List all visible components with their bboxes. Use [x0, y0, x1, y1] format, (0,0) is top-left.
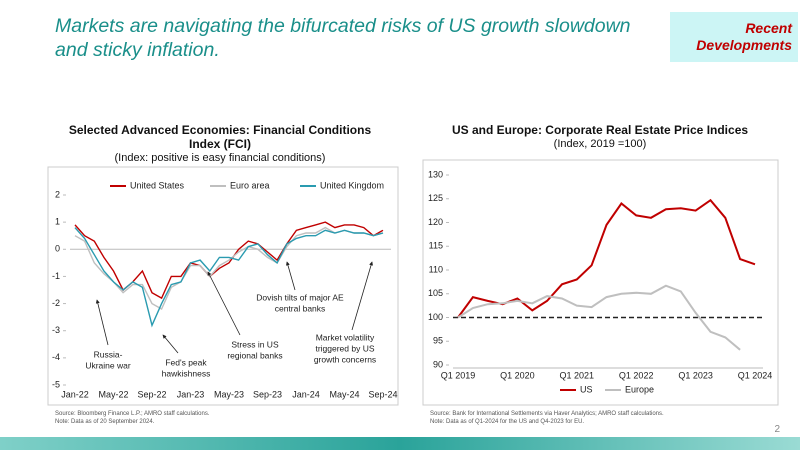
chart-heading: Selected Advanced Economies: Financial C…: [60, 123, 380, 165]
annotation: hawkishness: [162, 368, 211, 378]
x-tick-label: May-22: [98, 389, 128, 399]
y-tick-label: 105: [428, 288, 443, 298]
y-tick-label: 0: [55, 244, 60, 254]
annotation: Stress in US: [231, 339, 279, 349]
section-tag: Recent Developments: [670, 12, 798, 62]
y-tick-label: 1: [55, 217, 60, 227]
series-line: [74, 227, 384, 328]
y-tick-label: -5: [52, 379, 60, 389]
annotation: growth concerns: [314, 354, 376, 364]
annotation-arrow: [162, 334, 179, 354]
legend-label: United States: [130, 180, 185, 190]
x-tick-label: Q1 2019: [441, 370, 476, 380]
y-tick-label: -1: [52, 271, 60, 281]
annotation-arrow: [207, 271, 241, 336]
annotation: Russia-: [94, 349, 123, 359]
annotation: Ukraine war: [85, 360, 131, 370]
legend-label: Euro area: [230, 180, 270, 190]
chart-frame: [422, 159, 779, 406]
chart-title: US and Europe: Corporate Real Estate Pri…: [451, 123, 749, 137]
chart-source: Source: Bloomberg Finance L.P.; AMRO sta…: [55, 410, 210, 426]
x-tick-label: Jan-22: [61, 389, 89, 399]
annotation: central banks: [275, 303, 326, 313]
annotation-arrow: [285, 261, 296, 291]
annotation: Market volatility: [316, 332, 375, 342]
annotation: triggered by US: [315, 343, 374, 353]
x-tick-label: May-24: [329, 389, 359, 399]
x-tick-label: Q1 2023: [678, 370, 713, 380]
annotation-arrow: [351, 261, 373, 331]
annotation: regional banks: [227, 350, 282, 360]
x-tick-label: Jan-23: [177, 389, 205, 399]
source-text: Source: Bloomberg Finance L.P.; AMRO sta…: [55, 411, 210, 417]
x-tick-label: Q1 2024: [738, 370, 773, 380]
chart-subtitle: (Index: positive is easy financial condi…: [114, 152, 326, 164]
legend-label: United Kingdom: [320, 180, 384, 190]
slide-title: Markets are navigating the bifurcated ri…: [55, 15, 631, 61]
y-tick-label: -2: [52, 298, 60, 308]
x-tick-label: Jan-24: [292, 389, 320, 399]
series-line: [457, 284, 741, 351]
source-text: Source: Bank for International Settlemen…: [430, 411, 664, 417]
x-tick-label: Q1 2021: [560, 370, 595, 380]
y-tick-label: 100: [428, 312, 443, 322]
y-tick-label: -4: [52, 352, 60, 362]
x-tick-label: Sep-23: [253, 389, 282, 399]
y-tick-label: -3: [52, 325, 60, 335]
x-tick-label: Q1 2022: [619, 370, 654, 380]
y-tick-label: 90: [433, 359, 443, 369]
y-tick-label: 125: [428, 193, 443, 203]
chart-source: Source: Bank for International Settlemen…: [430, 410, 664, 426]
series-line: [74, 226, 384, 310]
x-tick-label: Sep-22: [137, 389, 166, 399]
x-tick-label: Q1 2020: [500, 370, 535, 380]
x-tick-label: Sep-24: [368, 389, 397, 399]
x-tick-label: May-23: [214, 389, 244, 399]
annotation: Fed's peak: [165, 357, 207, 367]
y-tick-label: 115: [429, 241, 443, 251]
footer-band: [0, 437, 800, 450]
y-tick-label: 95: [433, 336, 443, 346]
y-tick-label: 130: [428, 169, 443, 179]
series-line: [457, 198, 756, 319]
y-tick-label: 2: [55, 189, 60, 199]
legend-label: Europe: [625, 384, 654, 394]
annotation-arrow: [95, 299, 109, 346]
y-tick-label: 110: [429, 264, 443, 274]
y-tick-label: 120: [428, 217, 443, 227]
chart-title: Selected Advanced Economies: Financial C…: [68, 123, 372, 151]
legend-label: US: [580, 384, 593, 394]
note-text: Note: Data as of 20 September 2024.: [55, 419, 155, 425]
note-text: Note: Data as of Q1-2024 for the US and …: [430, 419, 585, 425]
chart-frame: [47, 166, 399, 406]
chart-subtitle: (Index, 2019 =100): [553, 138, 647, 150]
chart-heading: US and Europe: Corporate Real Estate Pri…: [430, 123, 770, 151]
page-number: 2: [774, 424, 780, 435]
annotation: Dovish tilts of major AE: [256, 292, 344, 302]
